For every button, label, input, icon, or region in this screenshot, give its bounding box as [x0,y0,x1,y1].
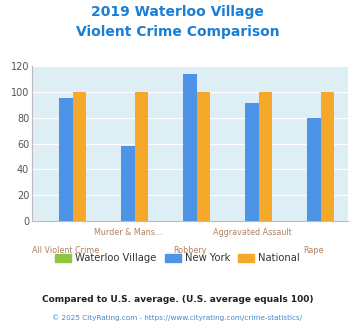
Bar [307,118,321,221]
Bar [135,92,148,221]
Text: Murder & Mans...: Murder & Mans... [94,228,162,237]
Bar [183,74,197,221]
Text: Aggravated Assault: Aggravated Assault [213,228,291,237]
Text: Robbery: Robbery [173,246,207,255]
Bar [259,92,272,221]
Text: Compared to U.S. average. (U.S. average equals 100): Compared to U.S. average. (U.S. average … [42,295,313,304]
Bar [197,92,211,221]
Legend: Waterloo Village, New York, National: Waterloo Village, New York, National [51,249,304,267]
Text: 2019 Waterloo Village: 2019 Waterloo Village [91,5,264,19]
Text: © 2025 CityRating.com - https://www.cityrating.com/crime-statistics/: © 2025 CityRating.com - https://www.city… [53,314,302,321]
Bar [245,104,259,221]
Bar [59,98,73,221]
Text: Rape: Rape [304,246,324,255]
Text: All Violent Crime: All Violent Crime [32,246,100,255]
Bar [321,92,334,221]
Text: Violent Crime Comparison: Violent Crime Comparison [76,25,279,39]
Bar [121,146,135,221]
Bar [73,92,87,221]
